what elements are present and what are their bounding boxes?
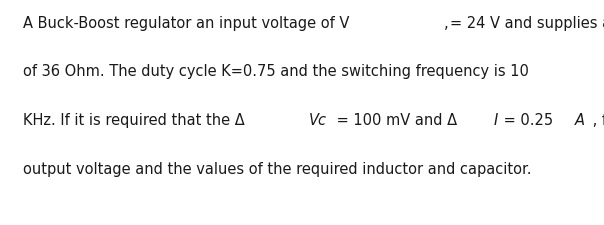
Text: KHz. If it is required that the Δ: KHz. If it is required that the Δ xyxy=(23,112,245,127)
Text: = 24 V and supplies a load: = 24 V and supplies a load xyxy=(450,16,604,31)
Text: , find the: , find the xyxy=(588,112,604,127)
Text: ,: , xyxy=(444,16,449,31)
Text: Vc: Vc xyxy=(309,112,327,127)
Text: I: I xyxy=(493,112,498,127)
Text: = 0.25: = 0.25 xyxy=(500,112,558,127)
Text: = 100 mV and Δ: = 100 mV and Δ xyxy=(332,112,457,127)
Text: output voltage and the values of the required inductor and capacitor.: output voltage and the values of the req… xyxy=(23,161,532,176)
Text: A: A xyxy=(575,112,585,127)
Text: of 36 Ohm. The duty cycle K=0.75 and the switching frequency is 10: of 36 Ohm. The duty cycle K=0.75 and the… xyxy=(23,64,529,79)
Text: A Buck-Boost regulator an input voltage of V: A Buck-Boost regulator an input voltage … xyxy=(23,16,349,31)
